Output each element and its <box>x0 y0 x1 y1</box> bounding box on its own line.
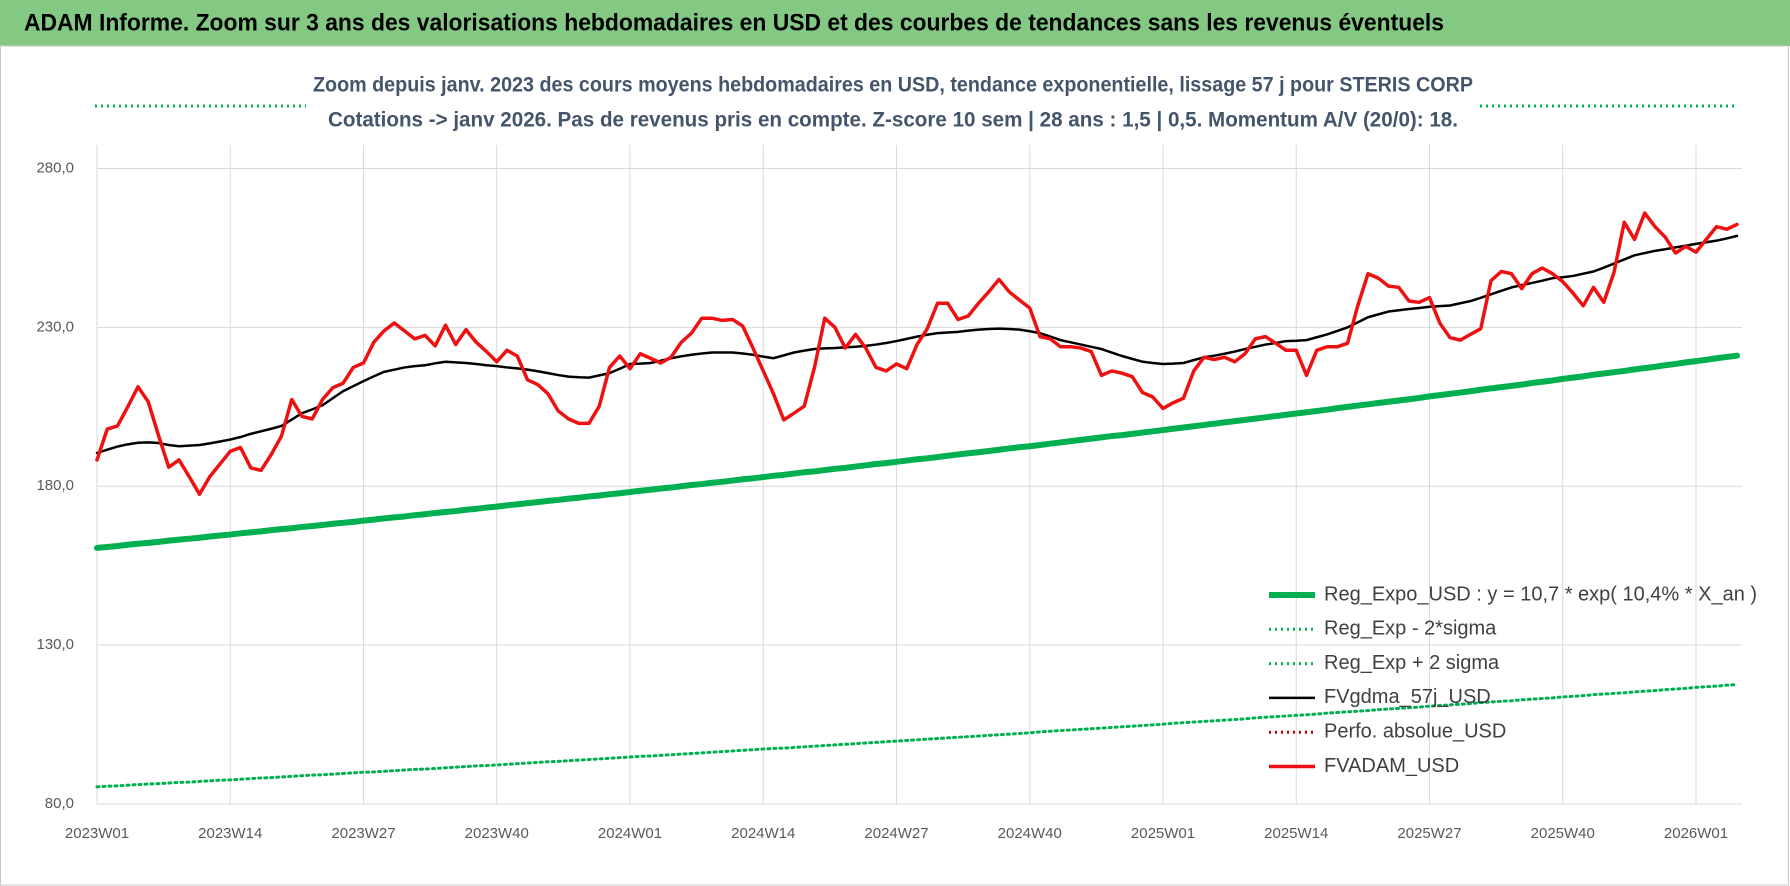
series-line <box>95 211 1739 496</box>
x-tick-label: 2025W01 <box>1131 825 1195 842</box>
x-tick-label: 2024W01 <box>598 825 662 842</box>
y-tick-label: 280,0 <box>36 160 74 177</box>
legend-label: Perfo. absolue_USD <box>1324 720 1506 742</box>
header-title: ADAM Informe. Zoom sur 3 ans des valoris… <box>24 9 1444 36</box>
plot <box>94 211 1740 789</box>
x-tick-label: 2024W40 <box>998 825 1062 842</box>
series-line <box>95 234 1739 455</box>
x-tick-label: 2025W40 <box>1531 825 1595 842</box>
legend: Reg_Expo_USD : y = 10,7 * exp( 10,4% * X… <box>1269 583 1757 777</box>
legend-label: Reg_Exp - 2*sigma <box>1324 618 1497 640</box>
y-tick-label: 230,0 <box>36 318 74 335</box>
legend-label: FVgdma_57j_USD <box>1324 686 1491 708</box>
legend-label: FVADAM_USD <box>1324 755 1459 777</box>
series-line <box>94 352 1740 551</box>
x-tick-label: 2023W40 <box>465 825 529 842</box>
x-tick-label: 2023W14 <box>198 825 262 842</box>
x-tick-label: 2024W14 <box>731 825 795 842</box>
legend-label: Reg_Expo_USD : y = 10,7 * exp( 10,4% * X… <box>1324 583 1757 605</box>
x-tick-label: 2026W01 <box>1664 825 1728 842</box>
x-tick-label: 2023W27 <box>331 825 395 842</box>
legend-label: Reg_Exp + 2 sigma <box>1324 652 1500 674</box>
grid: 80,0 130,0 180,0 230,0 280,0 2023W01 2023W14 20… <box>36 145 1742 842</box>
x-tick-label: 2024W27 <box>864 825 928 842</box>
x-tick-label: 2025W14 <box>1264 825 1328 842</box>
x-tick-label: 2023W01 <box>65 825 129 842</box>
y-tick-label: 130,0 <box>36 636 74 653</box>
chart-subtitle: Cotations -> janv 2026. Pas de revenus p… <box>328 109 1458 132</box>
y-tick-label: 80,0 <box>45 795 74 812</box>
chart-frame <box>0 45 1789 886</box>
series-line <box>95 683 1739 789</box>
header-band <box>0 0 1790 46</box>
y-tick-label: 180,0 <box>36 477 74 494</box>
x-tick-label: 2025W27 <box>1397 825 1461 842</box>
chart-title: Zoom depuis janv. 2023 des cours moyens … <box>313 74 1473 97</box>
